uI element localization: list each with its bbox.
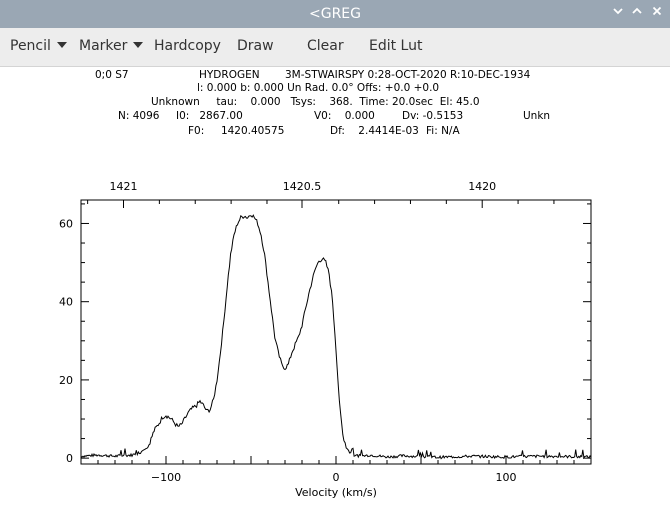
minimize-button[interactable] — [609, 4, 627, 24]
spectrum-chart: −100 0 100 0 20 40 60 1421 1420.5 1420 Velocity (k… — [59, 180, 592, 499]
clear-button[interactable]: Clear — [307, 38, 344, 54]
header-source: HYDROGEN — [199, 69, 260, 81]
header-line3: Unknown tau: 0.000 Tsys: 368. Time: 20.0… — [151, 96, 480, 108]
header-v0: V0: 0.000 — [314, 110, 375, 122]
hardcopy-button[interactable]: Hardcopy — [154, 38, 221, 54]
y-tick-label: 40 — [59, 296, 73, 309]
chevron-down-icon — [613, 8, 623, 15]
pencil-menu[interactable]: Pencil — [10, 38, 67, 54]
header-dv: Dv: -0.5153 — [402, 110, 464, 122]
y-tick-label: 0 — [66, 452, 73, 465]
marker-menu-label: Marker — [79, 38, 128, 54]
caret-down-icon — [56, 41, 67, 48]
top-axis-tick-label: 1420 — [468, 180, 496, 193]
edit-lut-button[interactable]: Edit Lut — [369, 38, 423, 54]
marker-menu[interactable]: Marker — [79, 38, 144, 54]
caret-down-icon — [133, 41, 144, 48]
y-tick-label: 60 — [59, 217, 73, 230]
menu-bar: Pencil Marker Hardcopy Draw Clear Edit L… — [0, 28, 670, 67]
header-f0: F0: 1420.40575 — [188, 125, 285, 137]
header-telescope: 3M-STWAIRSPY 0:28-OCT-2020 R:10-DEC-1934 — [285, 69, 531, 81]
spectrum-line — [80, 214, 592, 460]
pencil-menu-label: Pencil — [10, 38, 51, 54]
plot-area: 0;0 S7 HYDROGEN 3M-STWAIRSPY 0:28-OCT-20… — [0, 67, 670, 512]
header-n: N: 4096 — [118, 110, 160, 122]
x-axis-label: Velocity (km/s) — [295, 486, 377, 499]
top-axis-tick-label: 1421 — [110, 180, 138, 193]
top-axis-tick-label: 1420.5 — [283, 180, 322, 193]
y-tick-label: 20 — [59, 374, 73, 387]
header-coords: l: 0.000 b: 0.000 Un Rad. 0.0° Offs: +0.… — [197, 82, 440, 94]
chevron-up-icon — [632, 7, 642, 14]
x-tick-label: 0 — [333, 471, 340, 484]
header-i0: I0: 2867.00 — [176, 110, 243, 122]
maximize-button[interactable] — [628, 4, 646, 24]
window-title: <GREG — [308, 6, 361, 22]
x-tick-label: 100 — [496, 471, 517, 484]
draw-button[interactable]: Draw — [237, 38, 274, 54]
title-bar: <GREG — [0, 0, 670, 28]
close-button[interactable] — [648, 4, 666, 24]
plot-frame — [80, 199, 592, 465]
header-unknown: Unkn — [523, 110, 551, 122]
header-fi: Fi: N/A — [426, 125, 460, 137]
x-tick-label: −100 — [151, 471, 181, 484]
close-icon — [652, 6, 662, 16]
header-df: Df: 2.4414E-03 — [330, 125, 419, 137]
header-scan: 0;0 S7 — [95, 69, 129, 81]
